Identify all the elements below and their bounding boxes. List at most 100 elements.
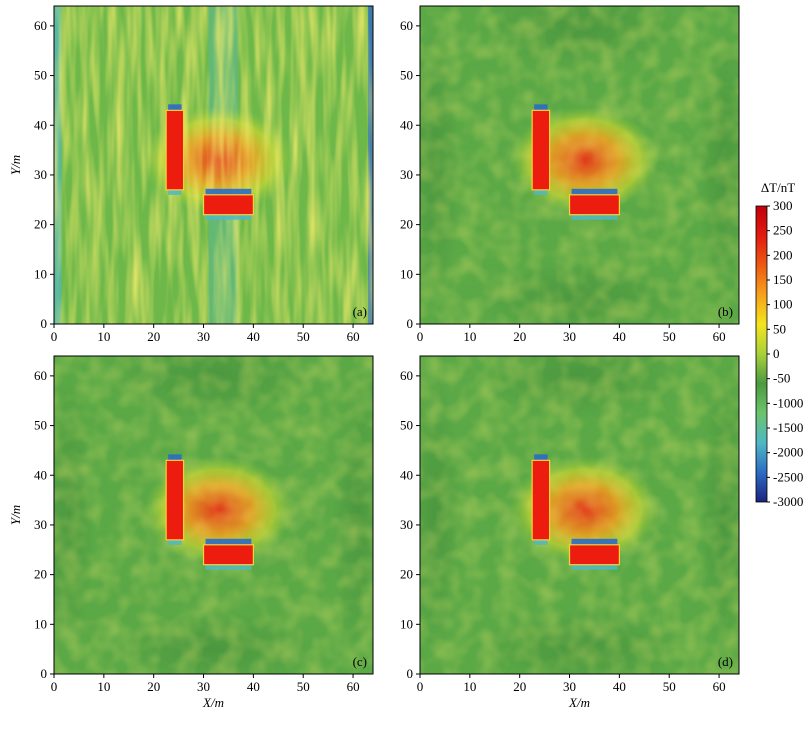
y-tick-label: 50 (34, 68, 47, 83)
colorbar-tick-label: -3000 (773, 494, 803, 509)
anomaly-body-2 (202, 544, 254, 566)
y-tick-label: 20 (34, 567, 47, 582)
y-axis-label: Y/m (8, 505, 23, 525)
noise-texture (420, 6, 739, 324)
colorbar-tick-label: 150 (773, 272, 793, 287)
x-tick-label: 60 (713, 679, 726, 694)
negative-halo-bottom (534, 539, 548, 545)
y-tick-label: 0 (41, 666, 48, 681)
x-tick-label: 20 (147, 679, 160, 694)
negative-halo-top (205, 188, 252, 195)
y-tick-label: 10 (34, 266, 47, 281)
colorbar-tick-label: 300 (773, 198, 793, 213)
x-tick-label: 10 (463, 329, 476, 344)
x-tick-label: 50 (297, 329, 310, 344)
panel-label: (d) (718, 654, 733, 669)
negative-halo-bottom (571, 564, 618, 570)
y-tick-label: 20 (34, 217, 47, 232)
x-tick-label: 30 (197, 329, 210, 344)
x-tick-label: 60 (347, 329, 360, 344)
y-tick-label: 0 (407, 316, 414, 331)
negative-halo-top (168, 104, 182, 111)
chart-panel-c: 0 10 20 30 40 50 60 0 10 20 30 40 50 60 (c) X/m Y/m (8, 355, 374, 710)
chart-panel-b: 0 10 20 30 40 50 60 0 10 20 30 40 50 60 (b) (400, 5, 740, 344)
y-tick-label: 60 (34, 18, 47, 33)
colorbar-tick-label: -2500 (773, 469, 803, 484)
x-tick-label: 0 (417, 679, 424, 694)
x-tick-label: 0 (51, 329, 58, 344)
colorbar-tick-label: 250 (773, 223, 793, 238)
y-tick-label: 0 (41, 316, 48, 331)
x-tick-label: 60 (713, 329, 726, 344)
y-tick-label: 40 (34, 467, 47, 482)
negative-halo-top (534, 454, 548, 461)
colorbar-tick-label: -1500 (773, 420, 803, 435)
y-tick-label: 30 (400, 517, 413, 532)
colorbar-tick-label: -50 (773, 371, 790, 386)
x-axis-label: X/m (202, 695, 224, 710)
panels: 0 10 20 30 40 50 60 0 10 20 30 40 50 60 (a) Y/m 0 10 20 30 4… (8, 5, 740, 710)
y-tick-label: 60 (400, 18, 413, 33)
y-tick-label: 30 (34, 167, 47, 182)
x-tick-label: 10 (97, 329, 110, 344)
colorbar-gradient (755, 205, 768, 503)
y-tick-label: 60 (34, 368, 47, 383)
negative-halo-top (571, 538, 618, 545)
anomaly-body-1 (531, 109, 551, 191)
negative-halo-top (168, 454, 182, 461)
x-tick-label: 60 (347, 679, 360, 694)
noise-texture (54, 6, 373, 324)
colorbar-tick-label: -2000 (773, 445, 803, 460)
x-tick-label: 50 (297, 679, 310, 694)
x-tick-label: 40 (613, 329, 626, 344)
x-tick-label: 30 (563, 679, 576, 694)
anomaly-body-1 (531, 459, 551, 541)
chart-panel-a: 0 10 20 30 40 50 60 0 10 20 30 40 50 60 (a) Y/m (8, 5, 374, 344)
y-tick-label: 0 (407, 666, 414, 681)
x-tick-label: 20 (513, 329, 526, 344)
negative-halo-bottom (205, 214, 252, 220)
negative-halo-top (534, 104, 548, 111)
anomaly-body-2 (568, 194, 620, 216)
x-tick-label: 40 (247, 329, 260, 344)
anomaly-body-1 (165, 459, 185, 541)
x-tick-label: 50 (663, 679, 676, 694)
y-tick-label: 60 (400, 368, 413, 383)
y-tick-label: 10 (400, 266, 413, 281)
y-tick-label: 20 (400, 567, 413, 582)
negative-halo-bottom (534, 189, 548, 195)
noise-texture (54, 356, 373, 674)
panel-label: (a) (353, 304, 367, 319)
y-tick-label: 50 (400, 418, 413, 433)
anomaly-body-1 (165, 109, 185, 191)
y-tick-label: 20 (400, 217, 413, 232)
x-tick-label: 20 (513, 679, 526, 694)
negative-halo-bottom (168, 539, 182, 545)
anomaly-body-2 (202, 194, 254, 216)
panel-label: (b) (718, 304, 733, 319)
colorbar-title: ΔT/nT (761, 180, 795, 195)
chart-panel-d: 0 10 20 30 40 50 60 0 10 20 30 40 50 60 (d) X/m (400, 355, 740, 710)
colorbar-tick-label: 0 (773, 346, 780, 361)
y-tick-label: 40 (400, 117, 413, 132)
y-tick-label: 10 (34, 616, 47, 631)
colorbar-tick-label: 50 (773, 321, 786, 336)
y-tick-label: 40 (34, 117, 47, 132)
colorbar: ΔT/nT 300 250 200 150 100 50 0 -50 -1000 -1500 -20… (755, 180, 803, 509)
negative-halo-bottom (168, 189, 182, 195)
negative-halo-top (571, 188, 618, 195)
plot-frame (419, 5, 740, 325)
heatmap-field (54, 356, 373, 674)
plot-frame (53, 5, 374, 325)
x-tick-label: 50 (663, 329, 676, 344)
colorbar-tick-label: 200 (773, 247, 793, 262)
x-tick-label: 30 (197, 679, 210, 694)
x-tick-label: 10 (463, 679, 476, 694)
heatmap-field (420, 6, 739, 324)
panel-label: (c) (353, 654, 367, 669)
x-tick-label: 30 (563, 329, 576, 344)
y-tick-label: 30 (34, 517, 47, 532)
noise-texture (420, 356, 739, 674)
colorbar-tick-label: -1000 (773, 395, 803, 410)
